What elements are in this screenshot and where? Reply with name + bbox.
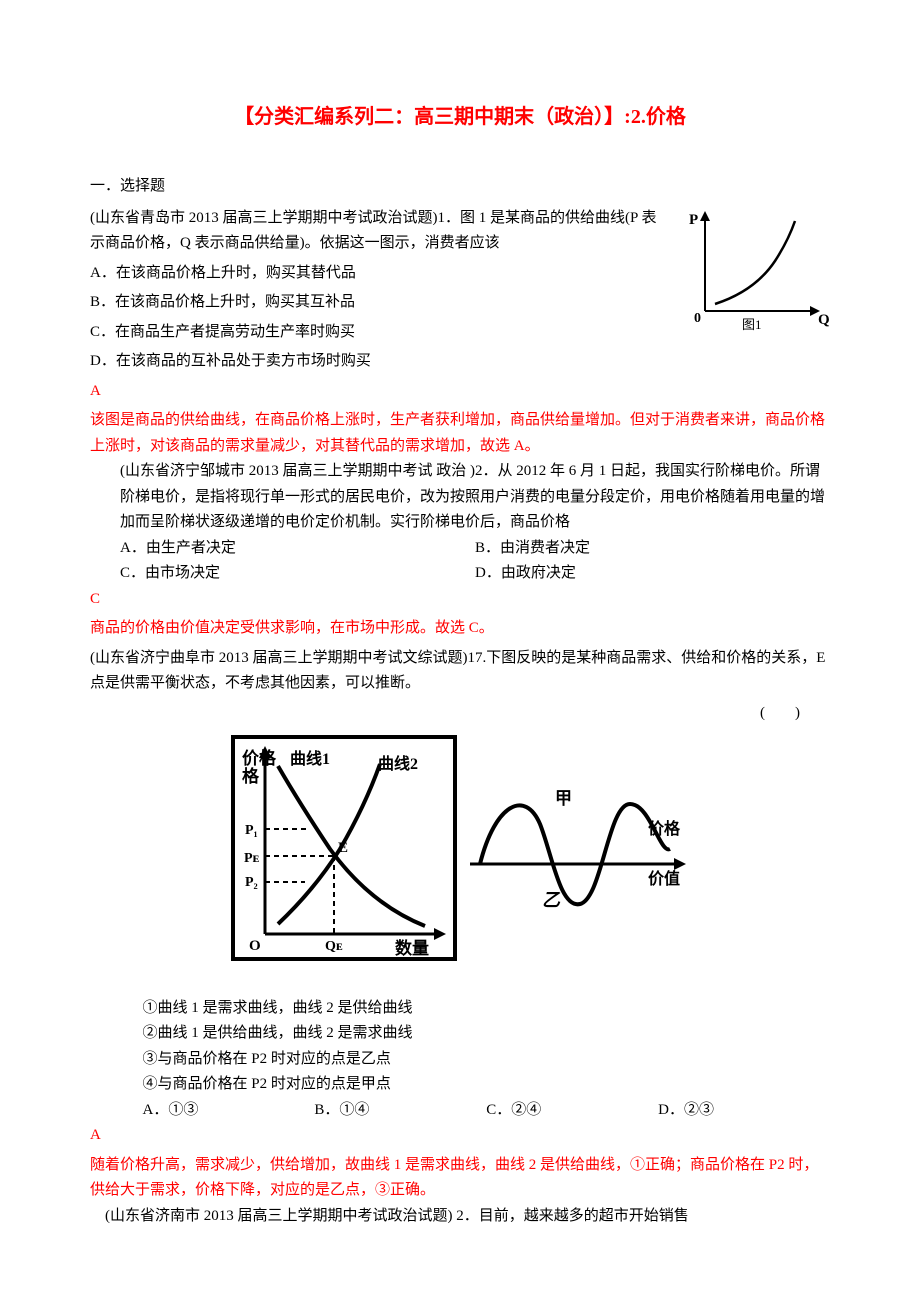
jia-label: 甲 bbox=[555, 789, 572, 808]
right-value-label: 价值 bbox=[648, 869, 680, 888]
origin-label: 0 bbox=[694, 311, 701, 326]
q4-stem: (山东省济南市 2013 届高三上学期期中考试政治试题) 2．目前，越来越多的超… bbox=[90, 1204, 830, 1230]
q2-option-a: A．由生产者决定 bbox=[120, 536, 475, 562]
q1-answer: A bbox=[90, 379, 830, 405]
question-1: P Q 0 图1 (山东省青岛市 2013 届高三上学期期中考试政治试题)1．图… bbox=[90, 206, 830, 379]
x-axis-label: 数量 bbox=[395, 938, 429, 958]
q-axis-label: Q bbox=[818, 312, 830, 328]
q2-stem-block: (山东省济宁邹城市 2013 届高三上学期期中考试 政治 )2．从 2012 年… bbox=[90, 459, 830, 536]
document-title: 【分类汇编系列二：高三期中期末（政治）】:2.价格 bbox=[90, 100, 830, 134]
q3-stmt2: ②曲线 1 是供给曲线，曲线 2 是需求曲线 bbox=[90, 1021, 830, 1047]
demand-supply-diagram: 价格 格 曲线1 曲线2 P₁ Pᴇ P₂ E O Qᴇ 数量 甲 乙 价格 价… bbox=[230, 734, 690, 964]
q3-stmt4: ④与商品价格在 P2 时对应的点是甲点 bbox=[90, 1072, 830, 1098]
q1-option-d: D．在该商品的互补品处于卖方市场时购买 bbox=[90, 349, 830, 375]
q3-option-b: B．①④ bbox=[314, 1098, 486, 1124]
q2-option-d: D．由政府决定 bbox=[475, 561, 830, 587]
q2-option-c: C．由市场决定 bbox=[120, 561, 475, 587]
q3-stmt1: ①曲线 1 是需求曲线，曲线 2 是供给曲线 bbox=[90, 996, 830, 1022]
figure-caption: 图1 bbox=[742, 317, 762, 331]
q2-explanation: 商品的价格由价值决定受供求影响，在市场中形成。故选 C。 bbox=[90, 616, 830, 642]
y-axis-label: 价格 bbox=[242, 748, 277, 768]
svg-text:格: 格 bbox=[242, 766, 260, 786]
figure-1: P Q 0 图1 bbox=[680, 206, 830, 341]
q2-answer: C bbox=[90, 587, 830, 613]
q2-option-b: B．由消费者决定 bbox=[475, 536, 830, 562]
q2-options-row1: A．由生产者决定 B．由消费者决定 bbox=[90, 536, 830, 562]
p2-label: P₂ bbox=[245, 875, 258, 890]
q1-q2-block: 该图是商品的供给曲线，在商品价格上涨时，生产者获利增加，商品供给量增加。但对于消… bbox=[90, 408, 830, 459]
pe-label: Pᴇ bbox=[244, 851, 260, 866]
q2-stem: (山东省济宁邹城市 2013 届高三上学期期中考试 政治 )2．从 2012 年… bbox=[120, 463, 825, 530]
p1-label: P₁ bbox=[245, 823, 258, 838]
yi-label: 乙 bbox=[542, 890, 561, 910]
right-price-label: 价格 bbox=[648, 819, 681, 838]
q3-paren: ( ) bbox=[90, 701, 830, 727]
curve2-label: 曲线2 bbox=[378, 754, 418, 773]
supply-curve-chart: P Q 0 图1 bbox=[680, 206, 830, 331]
q3-stem: (山东省济宁曲阜市 2013 届高三上学期期中考试文综试题)17.下图反映的是某… bbox=[90, 646, 830, 697]
q3-answer: A bbox=[90, 1123, 830, 1149]
q3-options: A．①③ B．①④ C．②④ D．②③ bbox=[90, 1098, 830, 1124]
section-heading: 一．选择题 bbox=[90, 174, 830, 200]
p-axis-label: P bbox=[689, 212, 698, 228]
q3-option-a: A．①③ bbox=[143, 1098, 315, 1124]
q2-options-row2: C．由市场决定 D．由政府决定 bbox=[90, 561, 830, 587]
q1-explanation: 该图是商品的供给曲线，在商品价格上涨时，生产者获利增加，商品供给量增加。但对于消… bbox=[90, 412, 825, 454]
figure-2: 价格 格 曲线1 曲线2 P₁ Pᴇ P₂ E O Qᴇ 数量 甲 乙 价格 价… bbox=[90, 734, 830, 974]
qe-label: Qᴇ bbox=[325, 939, 343, 954]
q3-stmt3: ③与商品价格在 P2 时对应的点是乙点 bbox=[90, 1047, 830, 1073]
q3-option-c: C．②④ bbox=[486, 1098, 658, 1124]
curve1-label: 曲线1 bbox=[290, 749, 330, 768]
q3-explanation: 随着价格升高，需求减少，供给增加，故曲线 1 是需求曲线，曲线 2 是供给曲线，… bbox=[90, 1153, 830, 1204]
e-label: E bbox=[338, 840, 348, 856]
q3-option-d: D．②③ bbox=[658, 1098, 830, 1124]
o-label: O bbox=[249, 938, 261, 954]
page: 【分类汇编系列二：高三期中期末（政治）】:2.价格 一．选择题 P Q 0 图1… bbox=[0, 0, 920, 1293]
